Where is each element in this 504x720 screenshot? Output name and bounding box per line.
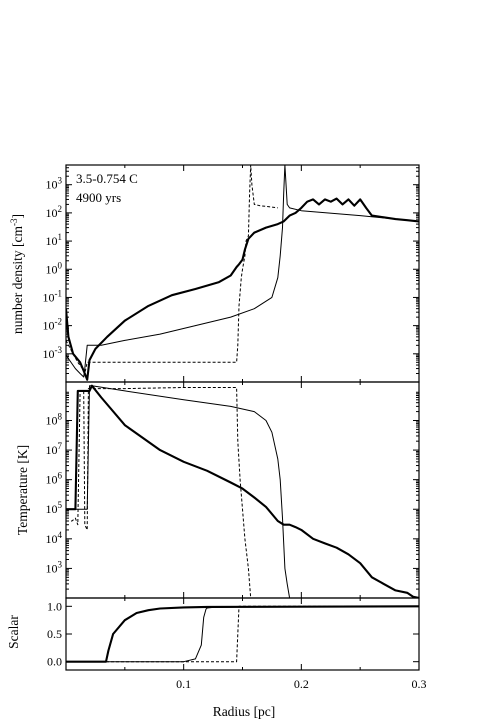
y-tick-label: 100: [46, 260, 63, 276]
y-tick-label: 108: [46, 411, 63, 427]
density-ylabel-end: ]: [10, 214, 25, 219]
y-tick-label: 10-1: [43, 288, 63, 304]
scalar-panel: 1.0 0.5 0.0 0.1 0.2 0.3: [47, 597, 427, 691]
x-tick-label: 0.1: [176, 677, 191, 691]
y-tick-label: 106: [46, 471, 63, 487]
series-line-dashed: [66, 605, 419, 663]
y-tick-label: 0.5: [47, 627, 62, 641]
scalar-ylabel: Scalar: [6, 615, 21, 649]
series-lines: [66, 605, 419, 663]
series-line-thick: [66, 605, 419, 663]
density-ylabel-exp: -3: [9, 218, 19, 226]
panel-frame: [65, 597, 420, 671]
x-tick-label: 0.3: [412, 677, 427, 691]
y-tick-label: 107: [46, 441, 63, 457]
series-line-thin: [66, 605, 419, 663]
y-tick-label: 10-2: [43, 317, 63, 333]
temperature-panel: 108 107 106 105 104 103: [46, 381, 420, 599]
x-axis-title: Radius [pc]: [213, 704, 276, 719]
series-lines: [66, 165, 419, 381]
model-annotation: 3.5-0.754 C: [76, 171, 138, 186]
series-line-thin: [66, 165, 419, 378]
y-tick-label: 104: [46, 530, 63, 546]
y-tick-label: 1.0: [47, 599, 62, 613]
time-annotation: 4900 yrs: [76, 190, 121, 205]
y-tick-label: 105: [46, 500, 63, 516]
density-ylabel: number density [cm-3]: [9, 214, 25, 334]
panel-frame: [65, 381, 420, 599]
temperature-ylabel: Temperature [K]: [15, 445, 30, 535]
y-tick-label: 103: [46, 176, 63, 192]
y-tick-label: 102: [46, 204, 63, 220]
series-line-thick: [66, 197, 419, 381]
y-tick-label: 101: [46, 232, 63, 248]
x-tick-label: 0.2: [294, 677, 309, 691]
series-line-dashed: [66, 387, 252, 598]
y-tick-label: 10-3: [43, 345, 63, 361]
series-line-thin: [66, 385, 291, 598]
y-tick-label: 103: [46, 559, 63, 575]
series-lines: [66, 384, 419, 598]
y-tick-label: 0.0: [47, 655, 62, 669]
series-line-thick: [66, 384, 419, 598]
series-line-dashed: [66, 165, 278, 374]
density-ylabel-main: number density [cm: [10, 226, 25, 334]
